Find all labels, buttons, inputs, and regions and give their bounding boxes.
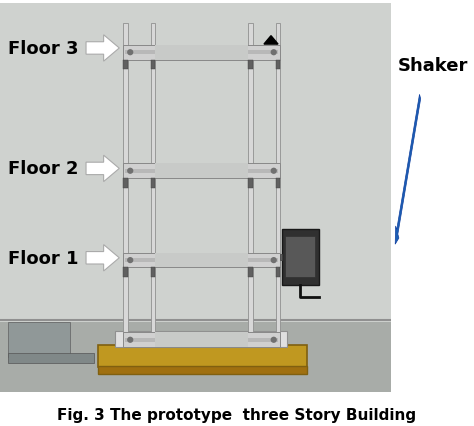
Bar	[276, 23, 281, 332]
Bar	[123, 23, 128, 332]
Bar	[276, 179, 281, 188]
Text: Floor 1: Floor 1	[8, 249, 78, 267]
Circle shape	[271, 168, 277, 174]
FancyArrow shape	[86, 156, 119, 182]
Bar	[123, 46, 281, 60]
Bar	[8, 353, 94, 363]
Circle shape	[127, 50, 133, 56]
Text: Floor 3: Floor 3	[8, 40, 78, 58]
Bar	[248, 268, 253, 278]
Bar	[155, 164, 248, 179]
Bar	[0, 4, 391, 322]
Bar	[248, 23, 253, 332]
Bar	[151, 60, 155, 70]
Circle shape	[127, 257, 133, 264]
Bar	[151, 268, 155, 278]
Bar	[151, 179, 155, 188]
Circle shape	[271, 337, 277, 343]
Bar	[276, 268, 281, 278]
Bar	[281, 254, 282, 260]
Text: Fig. 3 The prototype  three Story Building: Fig. 3 The prototype three Story Buildin…	[57, 407, 417, 422]
Bar	[155, 333, 248, 347]
FancyArrow shape	[86, 245, 119, 271]
Text: Shaker: Shaker	[398, 58, 468, 75]
Bar	[123, 60, 128, 70]
Bar	[282, 229, 319, 285]
Bar	[276, 60, 281, 70]
Bar	[248, 179, 253, 188]
Bar	[123, 164, 281, 179]
FancyArrow shape	[395, 95, 420, 245]
Bar	[285, 237, 315, 278]
Bar	[125, 51, 278, 55]
Circle shape	[127, 337, 133, 343]
Bar	[155, 253, 248, 268]
Bar	[115, 331, 287, 347]
Bar	[123, 333, 281, 347]
Bar	[125, 338, 278, 342]
Bar	[155, 46, 248, 60]
Bar	[248, 60, 253, 70]
Bar	[125, 258, 278, 263]
Bar	[123, 179, 128, 188]
FancyArrow shape	[86, 36, 119, 62]
Bar	[8, 322, 70, 357]
Bar	[98, 366, 307, 374]
Circle shape	[271, 257, 277, 264]
Polygon shape	[264, 37, 278, 45]
Bar	[123, 268, 128, 278]
Bar	[151, 23, 155, 332]
Text: Floor 2: Floor 2	[8, 160, 78, 178]
Bar	[123, 253, 281, 268]
Circle shape	[127, 168, 133, 174]
Bar	[125, 169, 278, 173]
Bar	[0, 322, 391, 392]
Bar	[98, 345, 307, 367]
Circle shape	[271, 50, 277, 56]
